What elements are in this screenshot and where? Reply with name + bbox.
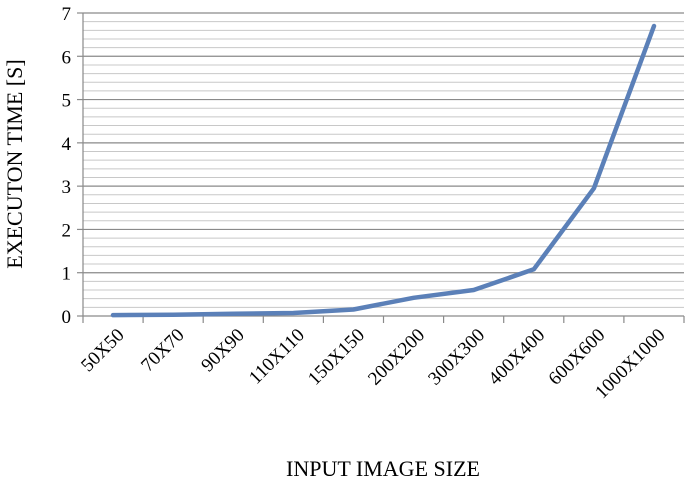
axes — [77, 12, 685, 323]
x-tick-label: 400X400 — [484, 325, 549, 390]
y-tick-label: 3 — [62, 177, 72, 198]
x-tick-label: 300X300 — [424, 325, 489, 390]
y-tick-label: 1 — [62, 264, 72, 285]
x-tick-labels: 50X50 70X70 90X90110X110150X150200X200300X… — [77, 325, 669, 403]
major-gridlines — [83, 12, 684, 274]
series-layer — [110, 23, 657, 318]
series-line — [110, 23, 657, 318]
x-tick-label: 70X70 — [137, 325, 188, 376]
x-axis-title: INPUT IMAGE SIZE — [286, 456, 480, 481]
y-tick-label: 5 — [62, 91, 72, 112]
y-tick-label: 7 — [62, 4, 72, 25]
x-tick-label: 50X50 — [77, 325, 128, 376]
x-tick-label: 110X110 — [245, 325, 309, 389]
y-tick-labels: 0 1 2 3 4 5 6 7 — [62, 4, 72, 328]
x-tick-label: 150X150 — [304, 325, 369, 390]
x-tick-label: 200X200 — [364, 325, 429, 390]
x-tick-label: 90X90 — [197, 325, 248, 376]
y-tick-label: 4 — [62, 134, 72, 155]
y-tick-label: 6 — [62, 47, 72, 68]
y-tick-label: 0 — [62, 307, 72, 328]
minor-gridlines — [83, 21, 684, 308]
y-axis-title: EXECUTON TIME [S] — [2, 59, 27, 268]
y-tick-label: 2 — [62, 220, 72, 241]
